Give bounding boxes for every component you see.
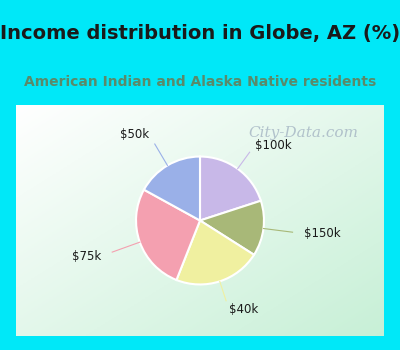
Text: $50k: $50k <box>120 128 149 141</box>
Wedge shape <box>200 201 264 255</box>
Text: City-Data.com: City-Data.com <box>248 126 358 140</box>
Text: Income distribution in Globe, AZ (%): Income distribution in Globe, AZ (%) <box>0 24 400 43</box>
Wedge shape <box>144 156 200 220</box>
Wedge shape <box>176 220 254 285</box>
Wedge shape <box>200 156 261 220</box>
Text: American Indian and Alaska Native residents: American Indian and Alaska Native reside… <box>24 75 376 89</box>
Wedge shape <box>136 190 200 280</box>
Text: $150k: $150k <box>304 227 341 240</box>
Text: $100k: $100k <box>255 139 292 152</box>
Text: $75k: $75k <box>72 250 101 262</box>
Text: $40k: $40k <box>229 303 258 316</box>
